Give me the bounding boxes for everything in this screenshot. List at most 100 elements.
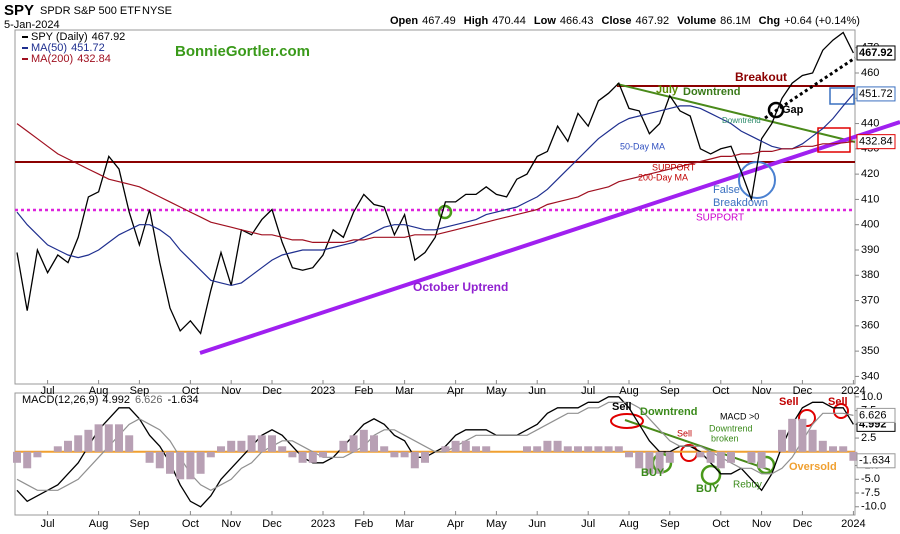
- x-tick-label: Aug: [89, 518, 109, 530]
- histogram-bar: [380, 446, 389, 452]
- histogram-bar: [625, 451, 633, 458]
- price-panel: [14, 29, 856, 385]
- x-tick-label: Jun: [528, 518, 546, 530]
- x-tick-label: 2024: [841, 385, 865, 397]
- annotation: Downtrend: [640, 406, 697, 418]
- y-tick-label: 390: [861, 244, 879, 256]
- quote-value: 86.1M: [720, 15, 751, 27]
- histogram-bar: [308, 451, 317, 463]
- legend-value: 451.72: [71, 42, 105, 54]
- histogram-bar: [115, 424, 123, 452]
- histogram-bar: [635, 451, 644, 469]
- quote-label: Open: [390, 15, 418, 27]
- histogram-bar: [706, 451, 715, 463]
- legend-value: -1.634: [167, 394, 198, 406]
- y-tick-label: 350: [861, 345, 879, 357]
- green-circle: [437, 204, 453, 220]
- histogram-bar: [727, 451, 735, 463]
- histogram-bar: [237, 440, 246, 452]
- series-line: [16, 31, 854, 335]
- last-value-box: [856, 134, 896, 150]
- x-tick-label: Sep: [660, 518, 680, 530]
- annotation: 50-Day MA: [620, 141, 665, 151]
- quote-value: +0.64 (+0.14%): [784, 15, 860, 27]
- x-tick-label: Nov: [221, 385, 241, 397]
- histogram-bar: [390, 451, 399, 458]
- histogram-bar: [84, 429, 93, 452]
- x-tick-label: Apr: [447, 518, 464, 530]
- breakdown-circle: [738, 161, 776, 199]
- annotation: Downtrend: [683, 86, 740, 98]
- annotation: Breakdown: [713, 197, 768, 209]
- annotation: SUPPORT: [696, 213, 744, 224]
- annotation: July: [656, 84, 679, 96]
- histogram-bar: [747, 451, 756, 463]
- y-tick-label: 400: [861, 219, 879, 231]
- annotation: 200-Day MA: [638, 172, 688, 182]
- histogram-bar: [696, 451, 705, 458]
- histogram-bar: [145, 451, 154, 463]
- histogram-bar: [523, 446, 531, 452]
- histogram-bar: [716, 451, 725, 469]
- histogram-bar: [410, 451, 419, 469]
- quote-label: High: [464, 15, 489, 27]
- last-value-box: [856, 407, 896, 423]
- x-tick-label: Dec: [262, 385, 282, 397]
- y-tick-label: 360: [861, 320, 879, 332]
- histogram-bar: [64, 440, 72, 452]
- x-tick-label: 2024: [841, 518, 865, 530]
- x-tick-label: Mar: [395, 385, 414, 397]
- macd-downtrend: [624, 419, 771, 471]
- x-tick-label: 2023: [311, 385, 335, 397]
- quote-value: 467.92: [636, 15, 670, 27]
- x-tick-label: Oct: [182, 518, 199, 530]
- y-tick-label: -7.5: [861, 487, 880, 499]
- x-tick-label: Aug: [619, 385, 639, 397]
- histogram-bar: [104, 424, 113, 452]
- x-tick-label: May: [486, 518, 507, 530]
- histogram-bar: [186, 451, 195, 480]
- histogram-bar: [268, 435, 276, 452]
- quote-value: 470.44: [492, 15, 526, 27]
- histogram-bar: [196, 451, 205, 474]
- y-tick-label: 440: [861, 117, 879, 129]
- histogram-bar: [553, 440, 562, 452]
- annotation: Sell: [677, 428, 692, 438]
- histogram-bar: [359, 429, 368, 452]
- y-tick-label: 340: [861, 370, 879, 382]
- annotation: False: [713, 184, 740, 196]
- y-tick-label: 380: [861, 269, 879, 281]
- x-tick-label: Sep: [130, 385, 150, 397]
- legend-label: SPY (Daily): [31, 31, 88, 43]
- red-circle: [833, 403, 849, 419]
- x-tick-label: Feb: [354, 518, 373, 530]
- annotation: Breakout: [735, 70, 787, 84]
- histogram-bar: [33, 451, 42, 458]
- histogram-bar: [798, 418, 807, 452]
- annotation: October Uptrend: [413, 280, 508, 294]
- x-tick-label: Nov: [752, 385, 772, 397]
- histogram-bar: [227, 440, 236, 452]
- x-tick-label: Jul: [41, 385, 55, 397]
- red-box: [817, 127, 851, 153]
- last-value-label: 467.92: [859, 47, 893, 59]
- x-tick-label: Jul: [41, 518, 55, 530]
- fund-name: SPDR S&P 500 ETF: [40, 5, 141, 17]
- x-tick-label: Oct: [712, 385, 729, 397]
- histogram-bar: [176, 451, 185, 480]
- dotted-trend: [764, 56, 856, 120]
- histogram-bar: [818, 440, 827, 452]
- x-tick-label: Nov: [221, 518, 241, 530]
- uptrend-line: [199, 120, 900, 355]
- x-tick-label: Dec: [262, 518, 282, 530]
- histogram-bar: [778, 429, 786, 452]
- histogram-bar: [421, 451, 429, 463]
- histogram-bar: [94, 424, 103, 452]
- annotation: BUY: [641, 467, 665, 479]
- last-value-box: [856, 453, 896, 469]
- histogram-bar: [13, 451, 21, 463]
- histogram-bar: [23, 451, 32, 469]
- histogram-bar: [757, 451, 766, 469]
- histogram-bar: [257, 435, 266, 452]
